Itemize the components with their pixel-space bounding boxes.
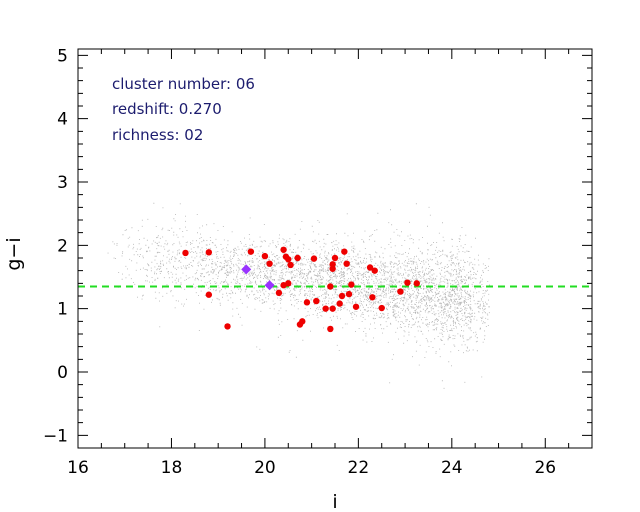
x-tick-label: 24 xyxy=(441,458,463,478)
member-point xyxy=(369,294,376,301)
member-point xyxy=(327,283,334,290)
member-point xyxy=(280,246,287,253)
member-point xyxy=(329,305,336,312)
member-point xyxy=(303,299,311,306)
member-point xyxy=(366,264,374,271)
annotation-richness: richness: 02 xyxy=(112,126,203,144)
bcg-point xyxy=(264,280,275,291)
member-point xyxy=(313,297,320,305)
member-point xyxy=(345,290,353,298)
member-point xyxy=(378,304,385,312)
member-point xyxy=(343,260,350,267)
member-point xyxy=(205,291,213,298)
member-point xyxy=(182,249,189,257)
member-point xyxy=(224,323,231,330)
x-tick-label: 20 xyxy=(254,458,276,478)
y-axis-label: g−i xyxy=(3,237,25,270)
bcg-point xyxy=(241,264,252,275)
x-tick-label: 22 xyxy=(348,458,370,478)
member-point xyxy=(413,280,420,287)
member-point xyxy=(352,303,360,310)
member-point xyxy=(336,300,343,307)
x-tick-label: 26 xyxy=(534,458,556,478)
member-point xyxy=(266,260,273,267)
member-point xyxy=(294,254,301,262)
member-point xyxy=(331,254,339,262)
y-tick-label: 5 xyxy=(57,46,68,66)
axis-ticks xyxy=(77,49,593,448)
y-tick-label: 4 xyxy=(57,110,68,130)
member-point xyxy=(205,249,213,256)
y-tick-label: −1 xyxy=(43,426,68,446)
member-point xyxy=(322,305,329,312)
axis-tick-labels: 16 18 20 22 24 26 −1 0 1 2 3 4 5 xyxy=(43,46,556,478)
tick-marks xyxy=(77,49,593,448)
member-point xyxy=(329,261,336,268)
y-tick-label: 1 xyxy=(57,300,68,320)
background-field-cloud xyxy=(107,202,490,389)
member-point xyxy=(329,265,336,272)
annotation-redshift: redshift: 0.270 xyxy=(112,100,222,118)
y-tick-label: 0 xyxy=(57,363,68,383)
y-tick-label: 3 xyxy=(57,173,68,193)
member-point xyxy=(247,248,255,255)
cluster-member-points xyxy=(182,246,420,333)
member-point xyxy=(285,256,292,263)
member-point xyxy=(348,281,355,288)
member-point xyxy=(341,248,348,255)
member-point xyxy=(310,255,318,262)
annotation-block: cluster number: 06 redshift: 0.270 richn… xyxy=(112,75,255,144)
member-point xyxy=(397,288,404,295)
y-tick-label: 2 xyxy=(57,236,68,256)
member-point xyxy=(327,325,334,333)
x-tick-label: 16 xyxy=(67,458,89,478)
member-point xyxy=(299,318,306,325)
member-point xyxy=(275,289,283,297)
member-point xyxy=(261,252,269,260)
member-point xyxy=(371,267,378,274)
member-point xyxy=(287,261,294,269)
member-point xyxy=(285,280,292,287)
member-point xyxy=(404,279,411,286)
x-axis-label: i xyxy=(332,491,337,512)
x-tick-label: 18 xyxy=(161,458,183,478)
annotation-cluster-number: cluster number: 06 xyxy=(112,75,255,93)
member-point xyxy=(338,292,346,300)
bcg-points xyxy=(241,264,275,291)
background-field-points xyxy=(107,202,490,389)
